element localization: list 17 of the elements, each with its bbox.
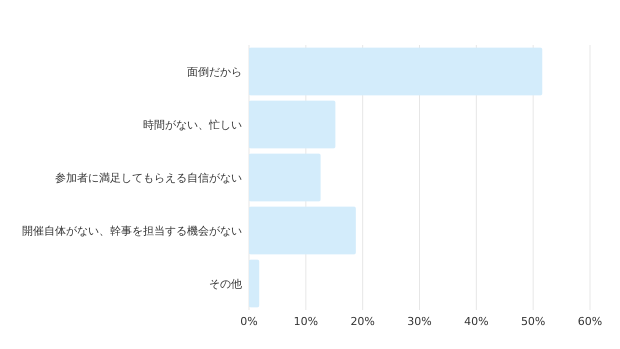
x-tick-label: 0%	[240, 315, 258, 328]
bar	[249, 154, 321, 202]
x-tick-label: 30%	[407, 315, 432, 328]
y-tick-label: その他	[209, 278, 242, 290]
y-tick-label: 開催自体がない、幹事を担当する機会がない	[22, 224, 242, 238]
x-tick-label: 50%	[520, 315, 546, 328]
y-tick-label: 参加者に満足してもらえる自信がない	[55, 172, 242, 184]
bar	[249, 100, 336, 148]
y-tick-label: 時間がない、忙しい	[143, 118, 242, 132]
x-tick-label: 40%	[464, 315, 489, 328]
x-tick-label: 10%	[294, 315, 318, 328]
x-tick-label: 20%	[350, 315, 375, 328]
bar	[249, 48, 542, 96]
y-tick-label: 面倒だから	[187, 66, 242, 78]
x-tick-label: 60%	[578, 315, 602, 328]
bar	[249, 260, 260, 308]
bar	[249, 206, 356, 254]
